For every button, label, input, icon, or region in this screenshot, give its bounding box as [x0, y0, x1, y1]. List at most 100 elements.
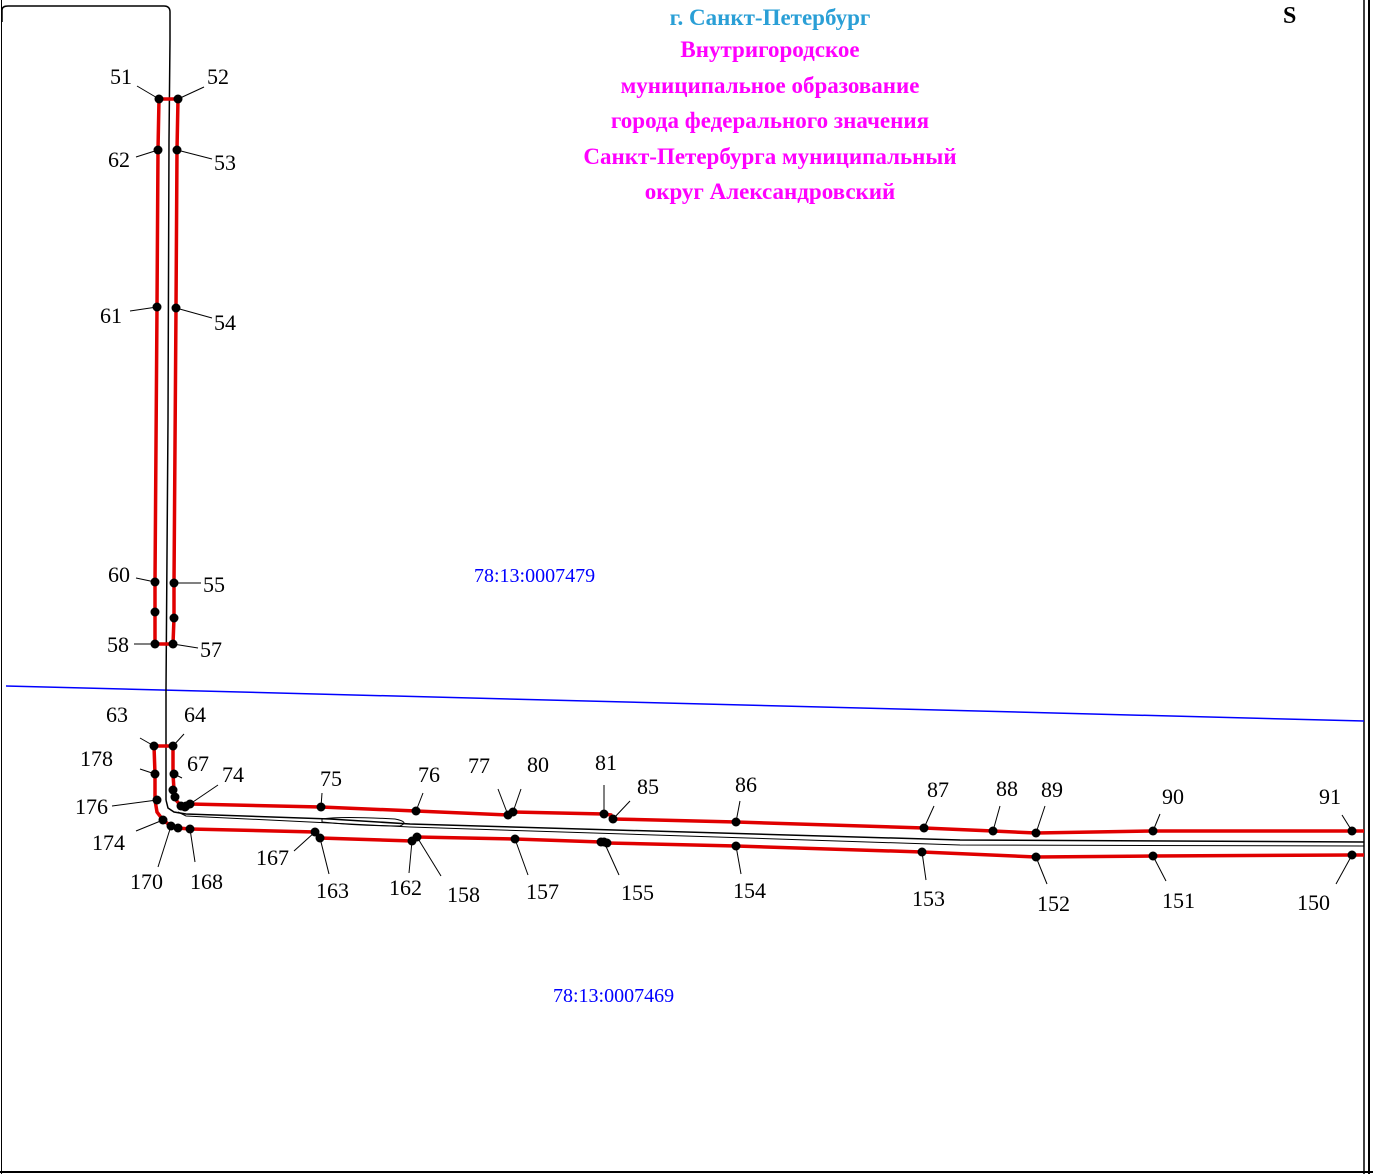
- boundary-point-marker: [149, 741, 159, 751]
- boundary-point-marker: [1148, 826, 1158, 836]
- boundary-point-label: 77: [468, 753, 490, 778]
- point-leader-line: [293, 831, 316, 852]
- boundary-point-label: 174: [92, 830, 125, 855]
- point-leader-line: [129, 306, 158, 312]
- point-leader-line: [135, 819, 164, 832]
- boundary-point-marker: [411, 806, 421, 816]
- boundary-point-label: 178: [80, 746, 113, 771]
- boundary-vertical-left: [153, 98, 161, 644]
- boundary-point-label: 67: [187, 751, 209, 776]
- boundary-point-marker: [168, 639, 178, 649]
- boundary-point-marker: [150, 577, 160, 587]
- boundary-point-label: 58: [107, 632, 129, 657]
- boundary-point-marker: [508, 807, 518, 817]
- boundary-point-marker: [152, 795, 162, 805]
- municipality-line: муниципальное образование: [620, 72, 920, 98]
- boundary-point-marker: [608, 814, 618, 824]
- point-leader-line: [176, 149, 213, 160]
- point-leader-line: [514, 838, 529, 876]
- quarter-boundary-line: [5, 685, 1365, 722]
- boundary-vertex-marker: [173, 823, 183, 833]
- boundary-point-label: 52: [207, 64, 229, 89]
- boundary-point-label: 87: [927, 777, 949, 802]
- boundary-point-marker: [152, 302, 162, 312]
- point-leader-line: [319, 837, 330, 875]
- boundary-point-marker: [153, 145, 163, 155]
- boundary-point-marker: [150, 769, 160, 779]
- boundary-point-label: 91: [1319, 784, 1341, 809]
- boundary-point-label: 54: [214, 310, 236, 335]
- point-leader-line: [175, 307, 213, 319]
- boundary-vertical-right: [171, 98, 180, 645]
- boundary-point-label: 151: [1162, 888, 1195, 913]
- boundary-vertex-marker: [150, 607, 160, 617]
- outline-top-left: [1, 5, 171, 800]
- boundary-point-marker: [171, 303, 181, 313]
- boundary-point-label: 76: [418, 762, 440, 787]
- point-leader-line: [603, 841, 620, 876]
- boundary-point-marker: [150, 639, 160, 649]
- boundary-point-marker: [166, 821, 176, 831]
- boundary-point-label: 60: [108, 562, 130, 587]
- municipality-line: округ Александровский: [644, 179, 896, 204]
- boundary-point-label: 53: [214, 150, 236, 175]
- boundary-point-marker: [315, 833, 325, 843]
- boundary-vertex-marker: [170, 792, 180, 802]
- point-leader-line: [189, 784, 219, 805]
- boundary-point-marker: [1148, 851, 1158, 861]
- boundary-point-marker: [310, 827, 320, 837]
- boundary-point-marker: [731, 817, 741, 827]
- boundary-point-label: 80: [527, 752, 549, 777]
- municipality-line: Санкт-Петербурга муниципальный: [583, 143, 957, 169]
- boundary-point-label: 85: [637, 774, 659, 799]
- boundary-point-label: 57: [200, 637, 222, 662]
- road-centerline: [165, 799, 1365, 843]
- boundary-point-label: 62: [108, 147, 130, 172]
- boundary-vertex-marker: [168, 785, 178, 795]
- boundary-point-label: 152: [1037, 891, 1070, 916]
- boundary-point-label: 154: [733, 878, 766, 903]
- municipality-title: Внутригородское муниципальное образовани…: [520, 32, 1020, 210]
- cadastral-block-label: 78:13:0007469: [553, 985, 675, 1007]
- boundary-point-marker: [169, 769, 179, 779]
- boundary-point-label: 157: [526, 879, 559, 904]
- boundary-point-label: 163: [316, 878, 349, 903]
- boundary-point-label: 63: [106, 702, 128, 727]
- boundary-point-marker: [731, 841, 741, 851]
- boundary-point-label: 51: [110, 64, 132, 89]
- point-leader-line: [497, 788, 509, 816]
- boundary-point-label: 74: [222, 762, 244, 787]
- boundary-point-marker: [158, 815, 168, 825]
- boundary-point-label: 155: [621, 880, 654, 905]
- boundary-point-marker: [919, 823, 929, 833]
- boundary-vertex-marker: [596, 837, 606, 847]
- boundary-point-marker: [1347, 850, 1357, 860]
- boundary-point-label: 153: [912, 886, 945, 911]
- boundary-point-label: 170: [130, 869, 163, 894]
- point-leader-line: [416, 836, 442, 877]
- north-marker: S: [1283, 3, 1297, 29]
- boundary-vertex-marker: [169, 613, 179, 623]
- boundary-point-marker: [1031, 852, 1041, 862]
- boundary-point-label: 90: [1162, 784, 1184, 809]
- boundary-points-layer: 51 52 62 53 61 54 60 55 58 57 63 64 178 67 74 176 174170…: [75, 64, 1357, 916]
- point-leader-line: [735, 845, 742, 875]
- boundary-point-label: 158: [447, 882, 480, 907]
- boundary-point-label: 176: [75, 794, 108, 819]
- boundary-point-marker: [154, 94, 164, 104]
- boundary-point-label: 81: [595, 750, 617, 775]
- boundary-point-marker: [168, 741, 178, 751]
- boundary-point-marker: [1031, 828, 1041, 838]
- boundary-point-marker: [185, 824, 195, 834]
- boundary-point-label: 86: [735, 772, 757, 797]
- point-leader-line: [1152, 855, 1167, 882]
- boundary-point-label: 168: [190, 869, 223, 894]
- city-title: г. Санкт-Петербург: [669, 5, 871, 30]
- municipality-line: города федерального значения: [610, 108, 930, 133]
- boundary-point-marker: [172, 145, 182, 155]
- point-leader-line: [408, 840, 413, 874]
- boundary-point-marker: [1347, 826, 1357, 836]
- boundary-point-marker: [173, 94, 183, 104]
- boundary-point-marker: [599, 809, 609, 819]
